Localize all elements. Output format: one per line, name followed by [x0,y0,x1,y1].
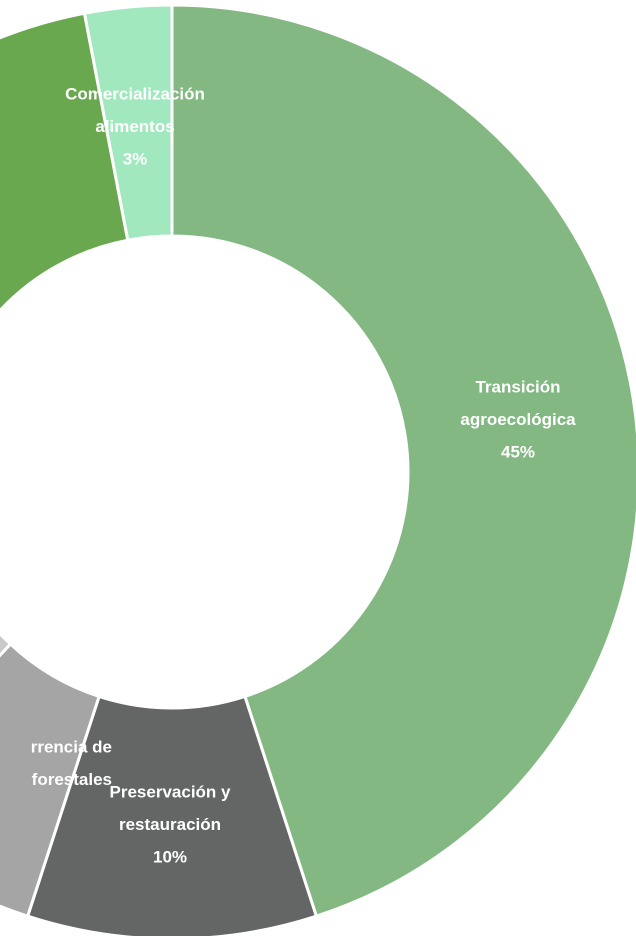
donut-slice [0,11,130,313]
slice-label: Comercialización [65,84,205,103]
slice-label: rrencia de [31,737,112,756]
donut-slice [82,3,174,242]
slice-label: restauración [119,815,221,834]
donut-slice [0,631,13,658]
slice-label: forestales [32,770,112,789]
donut-slice [25,694,319,936]
slice-value-label: 3% [123,149,148,168]
slice-label: agroecológica [460,410,576,429]
slice-label: Transición [475,377,560,396]
slice-value-label: 45% [501,442,535,461]
donut-slice [0,641,101,919]
donut-slice [170,3,636,919]
slice-value-label: 10% [153,847,187,866]
slice-label: alimentos [95,117,174,136]
slice-label: Preservación y [110,782,232,801]
